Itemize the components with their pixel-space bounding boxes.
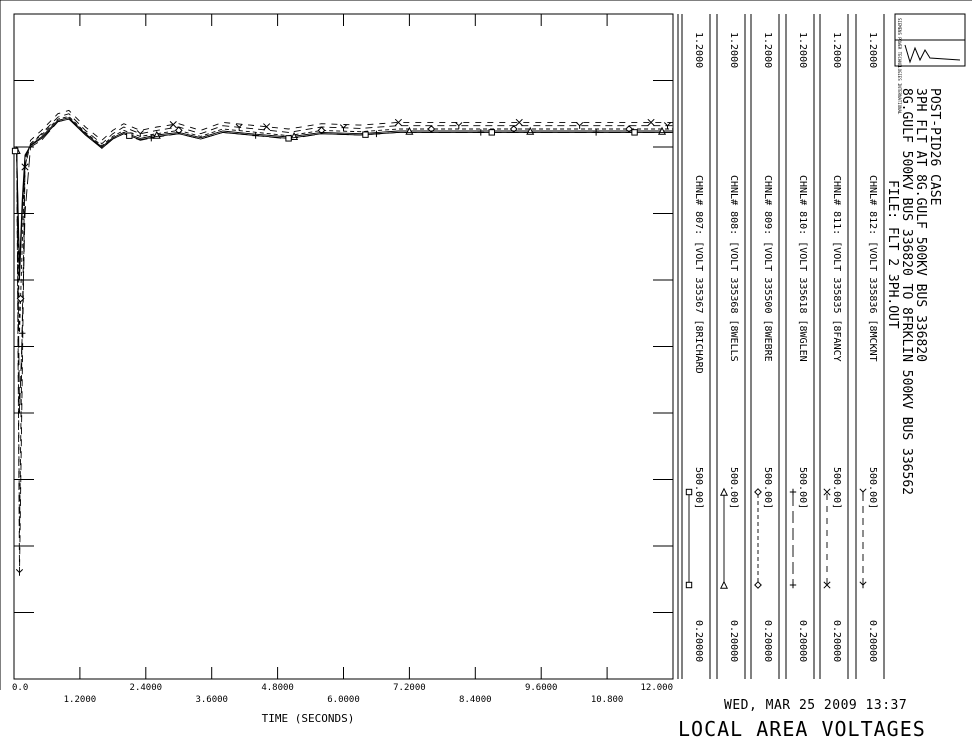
- legend-ymin: 0.20000: [831, 620, 842, 662]
- x-tick-label: 4.8000: [261, 683, 294, 693]
- legend-ymax: 1.2000: [728, 32, 739, 68]
- series-marker: [859, 581, 867, 589]
- series-marker: [647, 118, 655, 126]
- logo-icon: [904, 44, 961, 64]
- series-marker: [719, 487, 729, 496]
- legend-suffix: 500.00]: [762, 467, 773, 509]
- x-tick-label: 10.800: [591, 695, 624, 705]
- series-group: [14, 109, 673, 533]
- series-marker: [631, 129, 638, 136]
- x-axis-label: TIME (SECONDS): [262, 712, 355, 725]
- legend-channel: CHNL# 807: [VOLT 335367 [8RICHARD: [693, 175, 704, 374]
- legend-ymin: 0.20000: [693, 620, 704, 662]
- series-marker: [11, 147, 19, 155]
- series-marker: [263, 123, 271, 131]
- x-tick-label: 6.0000: [327, 695, 360, 705]
- legend-ymin: 0.20000: [728, 620, 739, 662]
- series-marker: [126, 132, 133, 139]
- series-line: [14, 117, 673, 281]
- series-marker: [859, 488, 867, 496]
- legend-channel: CHNL# 810: [VOLT 335618 [8WGLEN: [797, 175, 808, 362]
- series-marker: [685, 581, 693, 589]
- x-tick-label: 3.6000: [195, 695, 228, 705]
- legend-ymax: 1.2000: [762, 32, 773, 68]
- series-marker: [823, 488, 831, 496]
- plot-title: LOCAL AREA VOLTAGES: [678, 717, 926, 741]
- legend-ymin: 0.20000: [762, 620, 773, 662]
- x-tick-label: 1.2000: [64, 695, 97, 705]
- legend-ymax: 1.2000: [797, 32, 808, 68]
- series-marker: [515, 118, 523, 126]
- legend-channel: CHNL# 811: [VOLT 335835 [8FANCY: [831, 175, 842, 362]
- series-marker: [576, 122, 584, 129]
- series-group: [14, 115, 673, 334]
- series-group: [14, 113, 673, 576]
- series-marker: [19, 330, 26, 337]
- series-marker: [169, 121, 177, 129]
- legend-entry: 1.2000 CHNL# 807: [VOLT 335367 [8RICHARD 5…: [681, 14, 711, 679]
- series-line: [14, 113, 673, 573]
- plot-date: WED, MAR 25 2009 13:37: [724, 698, 908, 713]
- case-title: POST-PID26 CASE: [927, 88, 942, 205]
- series-marker: [285, 135, 292, 142]
- legend-ymax: 1.2000: [831, 32, 842, 68]
- legend-ymin: 0.20000: [797, 620, 808, 662]
- file-name: FILE: FLT 2 3PH.OUT: [885, 180, 900, 329]
- x-tick-label: 0.0: [12, 683, 28, 693]
- series-marker: [339, 124, 348, 132]
- legend-suffix: 500.00]: [728, 467, 739, 509]
- series-marker: [394, 118, 402, 126]
- series-marker: [754, 488, 762, 496]
- logo-text: SIEMENS POWER TECHNOLOGIES INTERNATIONAL: [897, 18, 902, 115]
- legend-suffix: 500.00]: [693, 467, 704, 509]
- x-tick-label: 8.4000: [459, 695, 492, 705]
- x-tick-label: 12.000: [640, 683, 673, 693]
- series-marker: [235, 123, 243, 131]
- legend-entry: 1.2000 CHNL# 810: [VOLT 335618 [8WGLEN 500…: [785, 14, 815, 679]
- series-line: [14, 118, 673, 414]
- legend-entry: 1.2000 CHNL# 808: [VOLT 335368 [8WELLS 500…: [716, 14, 746, 679]
- legend-suffix: 500.00]: [797, 467, 808, 509]
- series-marker: [789, 581, 797, 589]
- series-group: [11, 118, 673, 267]
- legend-suffix: 500.00]: [867, 467, 878, 509]
- series-marker: [719, 580, 729, 589]
- series-marker: [754, 581, 762, 589]
- series-marker: [823, 581, 831, 589]
- x-tick-label: 9.6000: [525, 683, 558, 693]
- legend-ymax: 1.2000: [867, 32, 878, 68]
- series-group: [12, 117, 673, 281]
- series-line: [14, 109, 673, 533]
- series-marker: [362, 131, 369, 138]
- series-marker: [685, 488, 693, 496]
- series-marker: [16, 294, 25, 303]
- series-marker: [488, 129, 495, 136]
- legend-suffix: 500.00]: [831, 467, 842, 509]
- series-marker: [663, 122, 672, 129]
- legend-entry: 1.2000 CHNL# 812: [VOLT 335836 [8MCKNT 500…: [855, 14, 885, 679]
- series-marker: [15, 569, 24, 576]
- series-line: [14, 118, 673, 267]
- series-group: [14, 118, 673, 414]
- x-tick-label: 7.2000: [393, 683, 426, 693]
- fault-subtitle: 8G.GULF 500KV BUS 336820 TO 8FRKLIN 500K…: [899, 88, 914, 495]
- legend-entry: 1.2000 CHNL# 811: [VOLT 335835 [8FANCY 500…: [819, 14, 849, 679]
- plot-area: [13, 13, 674, 680]
- legend-channel: CHNL# 808: [VOLT 335368 [8WELLS: [728, 175, 739, 362]
- legend-entry: 1.2000 CHNL# 809: [VOLT 335500 [8WEBRE 500…: [750, 14, 780, 679]
- legend-ymax: 1.2000: [693, 32, 704, 68]
- legend-channel: CHNL# 809: [VOLT 335500 [8WEBRE: [762, 175, 773, 362]
- series-line: [14, 115, 673, 334]
- legend-ymin: 0.20000: [867, 620, 878, 662]
- fault-title: 3PH FLT AT 8G.GULF 500KV BUS 336820: [913, 88, 928, 362]
- x-tick-label: 2.4000: [130, 683, 163, 693]
- series-marker: [789, 488, 797, 496]
- series-marker: [455, 122, 463, 129]
- legend-channel: CHNL# 812: [VOLT 335836 [8MCKNT: [867, 175, 878, 362]
